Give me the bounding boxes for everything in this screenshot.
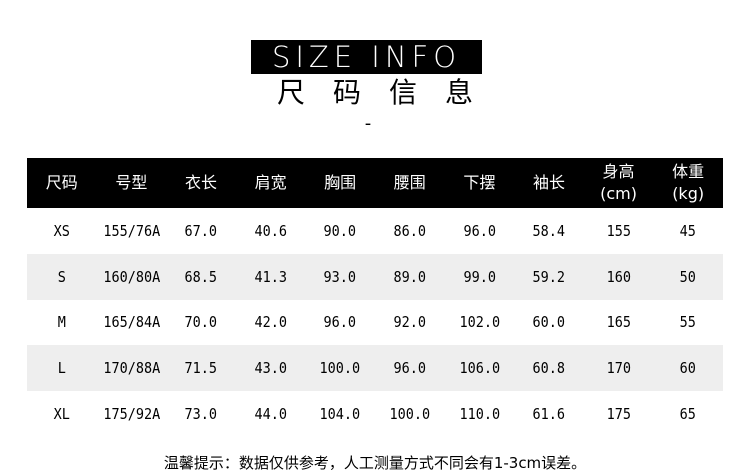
header-cell: 下摆: [445, 158, 515, 208]
table-cell: 155/76A: [102, 221, 160, 240]
header-label: 号型: [115, 173, 148, 192]
header-label: 身高: [602, 162, 635, 181]
table-cell: 65: [680, 405, 697, 424]
header-cell: 尺码: [27, 158, 97, 208]
header-cell: 袖长: [514, 158, 584, 208]
table-row: XL 175/92A 73.0 44.0 104.0 100.0 110.0 61.6 175 6…: [27, 391, 723, 437]
table-cell: 175/92A: [102, 405, 160, 424]
table-cell: 100.0: [319, 359, 361, 378]
table-cell: 44.0: [254, 405, 287, 424]
table-cell: 58.4: [532, 221, 566, 240]
table-cell: 100.0: [389, 405, 431, 424]
table-cell: 67.0: [184, 221, 218, 240]
separator: -: [364, 113, 372, 134]
table-cell: 110.0: [459, 405, 500, 424]
title-chinese: 尺码信息: [276, 76, 501, 109]
header-label: 体重: [672, 162, 705, 181]
header-cell: 胸围: [305, 158, 375, 208]
table-cell: 160: [606, 267, 631, 286]
table-row: M 165/84A 70.0 42.0 96.0 92.0 102.0 60.0 165 55: [27, 300, 723, 346]
header-cell: 号型: [97, 158, 167, 208]
table-cell: 61.6: [532, 405, 566, 424]
header-cell: 肩宽: [236, 158, 306, 208]
table-cell: 99.0: [463, 267, 496, 286]
table-cell: 68.5: [184, 267, 218, 286]
table-row: L 170/88A 71.5 43.0 100.0 96.0 106.0 60.8 170 60: [27, 345, 723, 392]
table-cell: M: [57, 313, 66, 332]
header-cell: 腰围: [375, 158, 445, 208]
table-cell: 96.0: [393, 359, 427, 378]
table-cell: L: [57, 359, 66, 378]
table-cell: 170: [606, 359, 631, 378]
header-label: 衣长: [184, 173, 217, 192]
table-cell: 96.0: [323, 313, 357, 332]
table-cell: 41.3: [254, 267, 287, 286]
header-cell: 衣长: [166, 158, 236, 208]
table-cell: 42.0: [254, 313, 287, 332]
header-label: 胸围: [324, 173, 357, 192]
size-table: 尺码 号型 衣长 肩宽 胸围 腰围 下摆 袖长 身高 (cm) 体重 (kg) XS 155/76A 67…: [27, 158, 723, 437]
table-cell: XL: [53, 405, 70, 424]
table-cell: 92.0: [393, 313, 427, 332]
table-cell: 160/80A: [102, 267, 160, 286]
table-cell: 60: [680, 359, 697, 378]
table-cell: 106.0: [459, 359, 500, 378]
table-cell: 73.0: [184, 405, 218, 424]
table-cell: S: [57, 267, 66, 286]
header-unit: (cm): [600, 184, 637, 203]
table-cell: 90.0: [323, 221, 357, 240]
table-cell: 70.0: [184, 313, 218, 332]
table-cell: 155: [606, 221, 631, 240]
header-label: 腰围: [393, 173, 426, 192]
table-cell: 165: [606, 313, 631, 332]
footer-note: 温馨提示：数据仅供参考，人工测量方式不同会有1-3cm误差。: [163, 454, 587, 472]
table-cell: 93.0: [323, 267, 357, 286]
table-cell: 60.8: [532, 359, 566, 378]
table-cell: 40.6: [254, 221, 287, 240]
table-cell: 60.0: [532, 313, 566, 332]
table-header: 尺码 号型 衣长 肩宽 胸围 腰围 下摆 袖长 身高 (cm) 体重 (kg): [27, 158, 723, 208]
header-label: 尺码: [45, 173, 78, 192]
table-cell: 50: [680, 267, 697, 286]
header-cell: 身高 (cm): [584, 158, 654, 208]
header-unit: (kg): [672, 184, 705, 203]
table-cell: 170/88A: [102, 359, 160, 378]
table-row: XS 155/76A 67.0 40.6 90.0 86.0 96.0 58.4 155 45: [27, 208, 723, 254]
table-cell: 71.5: [184, 359, 218, 378]
table-cell: 165/84A: [102, 313, 160, 332]
table-cell: 59.2: [532, 267, 566, 286]
table-cell: XS: [53, 221, 70, 240]
table-cell: 45: [680, 221, 697, 240]
table-cell: 102.0: [459, 313, 500, 332]
table-cell: 89.0: [393, 267, 427, 286]
table-cell: 55: [680, 313, 697, 332]
table-cell: 175: [606, 405, 631, 424]
header-label: 肩宽: [254, 173, 287, 192]
table-cell: 86.0: [393, 221, 427, 240]
table-cell: 43.0: [254, 359, 287, 378]
table-cell: 96.0: [463, 221, 496, 240]
header-label: 袖长: [532, 173, 565, 192]
header-label: 下摆: [463, 173, 496, 192]
table-row: S 160/80A 68.5 41.3 93.0 89.0 99.0 59.2 160 50: [27, 253, 723, 300]
header-cell: 体重 (kg): [653, 158, 723, 208]
table-body: XS 155/76A 67.0 40.6 90.0 86.0 96.0 58.4 155 45 S 1…: [27, 208, 723, 437]
title-english: SIZE INFO: [251, 40, 482, 74]
table-cell: 104.0: [319, 405, 361, 424]
